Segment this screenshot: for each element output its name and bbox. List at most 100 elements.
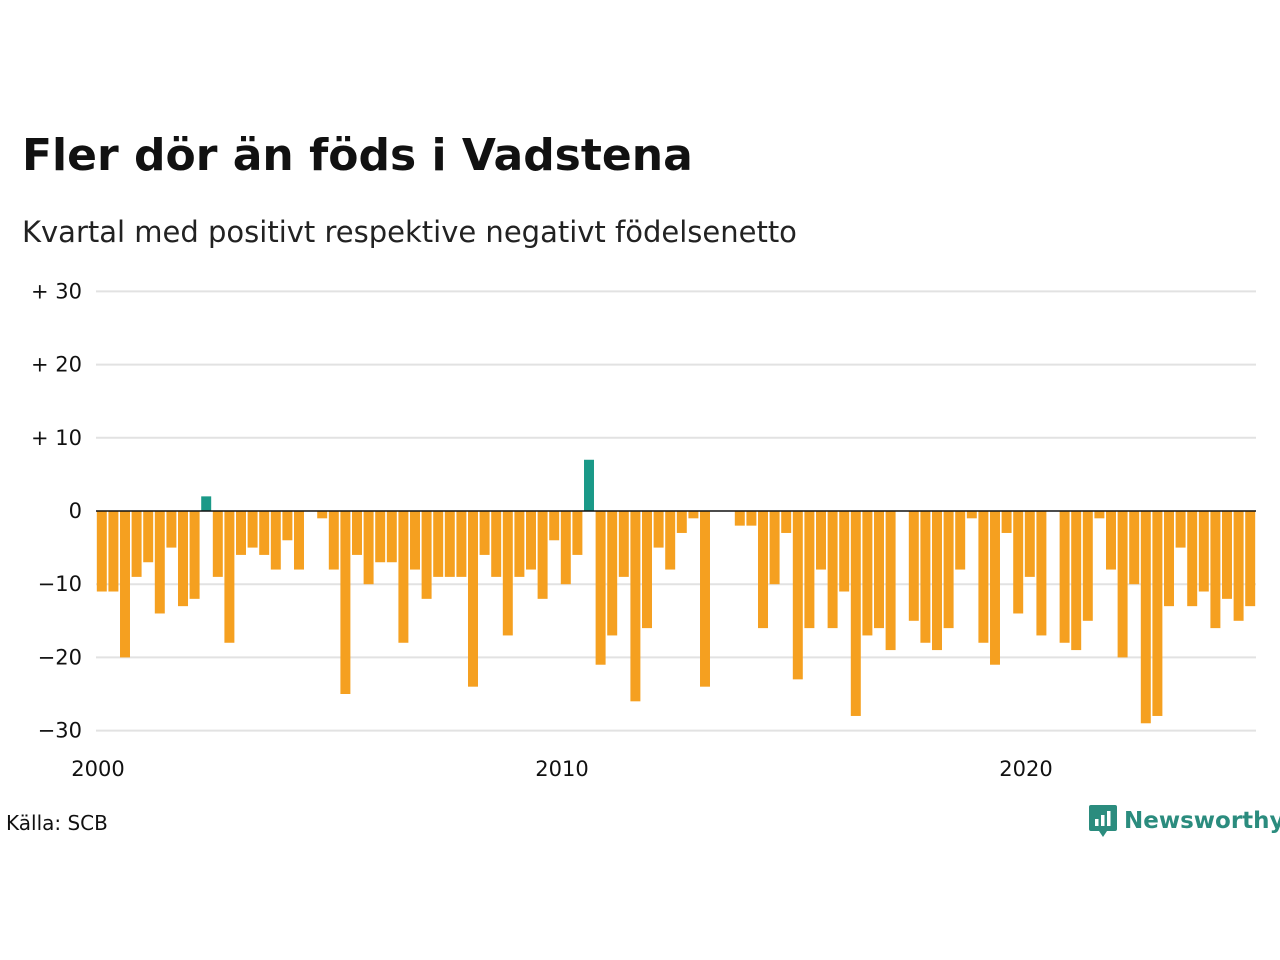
x-axis-labels: 2000 2010 2020 <box>71 757 1052 781</box>
bar <box>943 511 954 629</box>
bar <box>340 511 351 694</box>
bar <box>932 511 942 651</box>
bar <box>560 511 571 585</box>
bar <box>433 511 444 577</box>
bar <box>1094 511 1105 519</box>
bar <box>270 511 281 570</box>
bar <box>1106 511 1116 570</box>
bar <box>491 511 502 577</box>
y-tick-label: −20 <box>38 645 82 669</box>
bar <box>1059 511 1070 643</box>
bar <box>375 511 386 563</box>
bar <box>201 496 212 511</box>
bar <box>282 511 293 541</box>
bar <box>688 511 699 519</box>
bar <box>665 511 676 570</box>
bar <box>294 511 304 570</box>
brand-name: Newsworthy <box>1124 808 1280 834</box>
bar <box>247 511 258 548</box>
bar <box>1152 511 1163 716</box>
bar-chart-speech-bubble-icon <box>1089 805 1117 837</box>
bar <box>792 511 803 680</box>
bar <box>700 511 710 687</box>
bar <box>1013 511 1024 614</box>
bar <box>1117 511 1128 658</box>
bar <box>746 511 757 526</box>
bar <box>96 511 107 592</box>
y-tick-label: + 10 <box>31 426 82 450</box>
bar <box>804 511 815 629</box>
bar <box>1198 511 1209 592</box>
bar <box>236 511 246 555</box>
bar <box>224 511 235 643</box>
y-tick-label: + 30 <box>31 279 82 303</box>
bar <box>502 511 513 636</box>
bar <box>398 511 409 643</box>
bar <box>1129 511 1140 585</box>
source-note: Källa: SCB <box>6 811 108 835</box>
bar <box>734 511 745 526</box>
bar <box>317 511 328 519</box>
bar <box>386 511 397 563</box>
x-tick-label: 2020 <box>999 757 1052 781</box>
bar <box>966 511 977 519</box>
bar <box>468 511 478 687</box>
y-tick-label: + 20 <box>31 353 82 377</box>
bar <box>108 511 119 592</box>
bar <box>827 511 838 629</box>
y-axis-labels: + 30 + 20 + 10 0 −10 −20 −30 <box>31 279 82 742</box>
bar <box>584 459 594 511</box>
bar <box>259 511 270 555</box>
bar <box>143 511 154 563</box>
bar <box>630 511 641 702</box>
bar <box>421 511 432 599</box>
bar <box>990 511 1000 665</box>
bar <box>572 511 583 555</box>
bar <box>874 511 884 629</box>
bar <box>862 511 873 636</box>
bar <box>758 511 768 629</box>
chart-subtitle: Kvartal med positivt respektive negativt… <box>22 215 797 249</box>
brand-logo: Newsworthy <box>1088 803 1280 839</box>
bar <box>769 511 780 585</box>
bar <box>328 511 339 570</box>
bar <box>178 511 188 607</box>
x-tick-label: 2000 <box>71 757 124 781</box>
bar <box>676 511 687 533</box>
bar <box>526 511 536 570</box>
bar <box>154 511 165 614</box>
bar <box>189 511 200 599</box>
bar <box>1175 511 1186 548</box>
bar-chart: + 30 + 20 + 10 0 −10 −20 −30 2000 2010 2020 <box>31 279 1256 781</box>
bar <box>955 511 966 570</box>
bar <box>839 511 850 592</box>
bar <box>607 511 618 636</box>
y-tick-label: −10 <box>38 572 82 596</box>
bar <box>363 511 374 585</box>
bar <box>549 511 560 541</box>
bar <box>1222 511 1232 599</box>
y-tick-label: −30 <box>38 719 82 743</box>
bar <box>642 511 652 629</box>
bar <box>595 511 606 665</box>
chart-title: Fler dör än föds i Vadstena <box>22 130 693 181</box>
bar <box>514 511 525 577</box>
bar <box>1164 511 1174 607</box>
x-tick-label: 2010 <box>535 757 588 781</box>
bar <box>537 511 548 599</box>
bar <box>1187 511 1198 607</box>
bar <box>131 511 142 577</box>
bar <box>1001 511 1012 533</box>
y-tick-label: 0 <box>69 499 82 523</box>
bar <box>908 511 919 621</box>
bar <box>978 511 989 643</box>
bar <box>1071 511 1082 651</box>
bar <box>1082 511 1093 621</box>
bar <box>166 511 177 548</box>
bar <box>816 511 826 570</box>
bar <box>1036 511 1047 636</box>
bar <box>1210 511 1221 629</box>
gridlines <box>96 290 1256 732</box>
bar <box>1233 511 1244 621</box>
bar <box>212 511 223 577</box>
